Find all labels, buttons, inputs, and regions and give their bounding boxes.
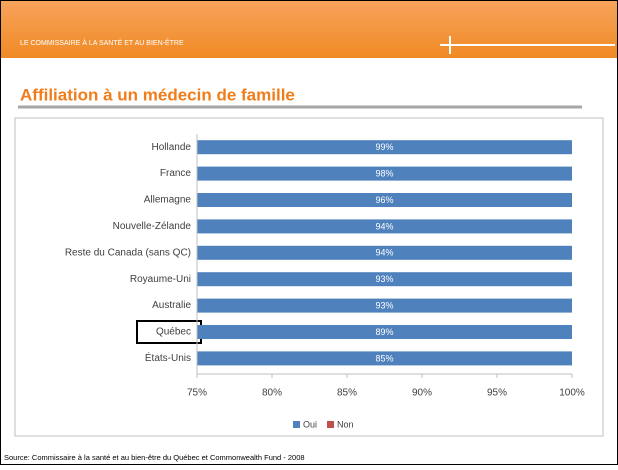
- bar-segment: [197, 351, 572, 366]
- bar-value-label: 94%: [375, 248, 393, 258]
- x-tick-label: 100%: [559, 388, 585, 399]
- y-tick-label: Hollande: [152, 142, 192, 153]
- y-tick-label: Australie: [152, 300, 191, 311]
- y-tick-label: France: [160, 168, 192, 179]
- bar-labels: 99%1%98%2%96%4%94%6%94%7%93%7%93%8%89%11…: [375, 142, 393, 363]
- x-tick-label: 85%: [337, 388, 357, 399]
- bar-segment: [197, 272, 572, 287]
- x-tick-label: 90%: [412, 388, 432, 399]
- legend-swatch: [293, 421, 300, 428]
- bar-value-label: 96%: [375, 195, 393, 205]
- bar-value-label: 93%: [375, 300, 393, 310]
- legend-label: Oui: [303, 419, 317, 429]
- bars: [197, 140, 572, 366]
- legend-swatch: [327, 421, 335, 428]
- legend-label: Non: [337, 419, 354, 429]
- header-band: [1, 1, 617, 58]
- y-tick-label: Reste du Canada (sans QC): [65, 247, 191, 258]
- bar-segment: [197, 219, 572, 234]
- x-tick-label: 80%: [262, 388, 282, 399]
- bar-value-label: 85%: [375, 353, 393, 363]
- header-org: LE COMMISSAIRE À LA SANTÉ ET AU BIEN-ÊTR…: [20, 38, 184, 47]
- bar-value-label: 93%: [375, 274, 393, 284]
- x-tick-label: 95%: [487, 388, 507, 399]
- y-tick-label: États-Unis: [145, 351, 191, 364]
- source: Source: Commissaire à la santé et au bie…: [4, 453, 305, 462]
- bar-segment: [197, 166, 572, 181]
- bar-segment: [197, 193, 572, 207]
- x-tick-label: 75%: [187, 388, 207, 399]
- bar-value-label: 99%: [375, 142, 393, 152]
- y-tick-label: Allemagne: [144, 195, 192, 206]
- y-tick-label: Royaume-Uni: [130, 274, 191, 285]
- bar-segment: [197, 325, 572, 339]
- bar-value-label: 94%: [375, 221, 393, 231]
- bar-segment: [197, 245, 572, 260]
- bar-value-label: 98%: [375, 168, 393, 178]
- y-tick-label: Québec: [156, 327, 191, 338]
- bar-value-label: 89%: [375, 327, 393, 337]
- bar-segment: [197, 140, 572, 155]
- bar-segment: [197, 298, 572, 313]
- slide-title: Affiliation à un médecin de famille: [20, 85, 295, 104]
- y-tick-label: Nouvelle-Zélande: [113, 221, 192, 232]
